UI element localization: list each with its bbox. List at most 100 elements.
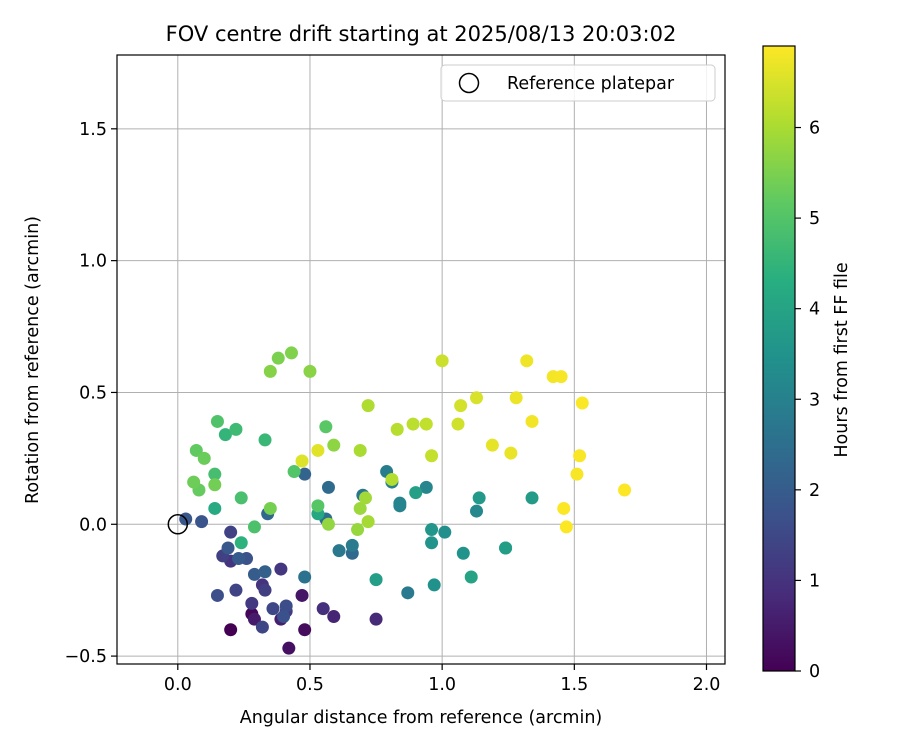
data-point: [351, 523, 365, 537]
data-point: [287, 465, 301, 479]
data-point: [454, 399, 468, 413]
data-point: [618, 483, 632, 497]
data-point: [419, 480, 433, 494]
data-point: [485, 438, 499, 452]
x-tick-label: 0.5: [296, 675, 324, 695]
colorbar-tick-label: 0: [809, 662, 820, 682]
data-point: [258, 583, 272, 597]
data-point: [353, 443, 367, 457]
y-tick-label: 1.5: [79, 120, 107, 140]
colorbar-tick-label: 1: [809, 571, 820, 591]
data-point: [369, 612, 383, 626]
data-point: [425, 536, 439, 550]
data-point: [221, 541, 235, 555]
data-point: [229, 583, 243, 597]
data-point: [332, 544, 346, 558]
data-point: [234, 491, 248, 505]
data-point: [456, 546, 470, 560]
data-point: [557, 501, 571, 515]
data-point: [419, 417, 433, 431]
data-point: [353, 501, 367, 515]
data-point: [210, 588, 224, 602]
data-point: [361, 399, 375, 413]
data-point: [321, 517, 335, 531]
data-point: [575, 396, 589, 410]
reference-platepar-marker: [167, 514, 189, 535]
y-tick-label: −0.5: [65, 647, 108, 667]
x-tick-label: 1.5: [560, 675, 588, 695]
data-point: [464, 570, 478, 584]
data-point: [295, 454, 309, 468]
data-point: [409, 486, 423, 500]
data-point: [247, 612, 261, 626]
data-point: [361, 515, 375, 529]
data-point: [258, 565, 272, 579]
data-point: [427, 578, 441, 592]
data-point: [187, 475, 201, 489]
data-point: [258, 433, 272, 447]
data-point: [263, 364, 277, 378]
y-axis-ticks: −0.5 0.0 0.5 1.0 1.5: [65, 120, 117, 667]
data-point: [358, 491, 372, 505]
colorbar: [762, 45, 796, 672]
data-point: [472, 491, 486, 505]
data-point: [282, 641, 296, 655]
data-point: [525, 491, 539, 505]
data-point: [208, 467, 222, 481]
x-axis-ticks: 0.0 0.5 1.0 1.5 2.0: [164, 664, 721, 695]
data-point: [573, 449, 587, 463]
data-point: [208, 478, 222, 492]
legend: Reference platepar: [440, 64, 716, 102]
colorbar-label: Hours from first FF file: [832, 262, 852, 457]
legend-box: [440, 64, 716, 102]
x-tick-label: 0.0: [164, 675, 192, 695]
data-point: [425, 449, 439, 463]
data-point: [554, 370, 568, 384]
data-point: [319, 420, 333, 434]
colorbar-ticks: 0 1 2 3 4 5 6: [795, 119, 820, 682]
data-point: [369, 573, 383, 587]
data-point: [385, 472, 399, 486]
data-point: [451, 417, 465, 431]
data-point: [247, 567, 261, 581]
data-point: [470, 391, 484, 405]
data-point: [232, 552, 246, 566]
data-point: [504, 446, 518, 460]
data-point: [298, 570, 312, 584]
data-point: [271, 351, 285, 365]
data-point: [327, 610, 341, 624]
data-point: [255, 620, 269, 634]
data-point: [425, 523, 439, 537]
data-point: [316, 602, 330, 616]
data-point: [210, 414, 224, 428]
data-point: [284, 346, 298, 360]
data-point: [570, 467, 584, 481]
x-tick-label: 2.0: [693, 675, 721, 695]
data-point: [311, 443, 325, 457]
y-tick-label: 0.0: [79, 515, 107, 535]
data-point: [390, 422, 404, 436]
data-points: [179, 346, 632, 655]
colorbar-tick-label: 2: [809, 481, 820, 501]
chart-title: FOV centre drift starting at 2025/08/13 …: [166, 22, 677, 46]
data-point: [279, 599, 293, 613]
data-point: [197, 451, 211, 465]
colorbar-tick-label: 4: [809, 300, 820, 320]
data-point: [298, 467, 312, 481]
data-point: [245, 596, 259, 610]
grid-lines: [117, 55, 725, 664]
x-axis-label: Angular distance from reference (arcmin): [240, 708, 603, 728]
data-point: [224, 525, 238, 539]
data-point: [247, 520, 261, 534]
colorbar-tick-label: 5: [809, 209, 820, 229]
legend-entry-label: Reference platepar: [507, 74, 675, 94]
y-tick-label: 0.5: [79, 383, 107, 403]
data-point: [218, 428, 232, 442]
legend-open-circle-marker: [458, 72, 480, 94]
data-point: [470, 504, 484, 518]
data-point: [393, 496, 407, 510]
data-point: [401, 586, 415, 600]
data-point: [295, 588, 309, 602]
data-point: [525, 414, 539, 428]
